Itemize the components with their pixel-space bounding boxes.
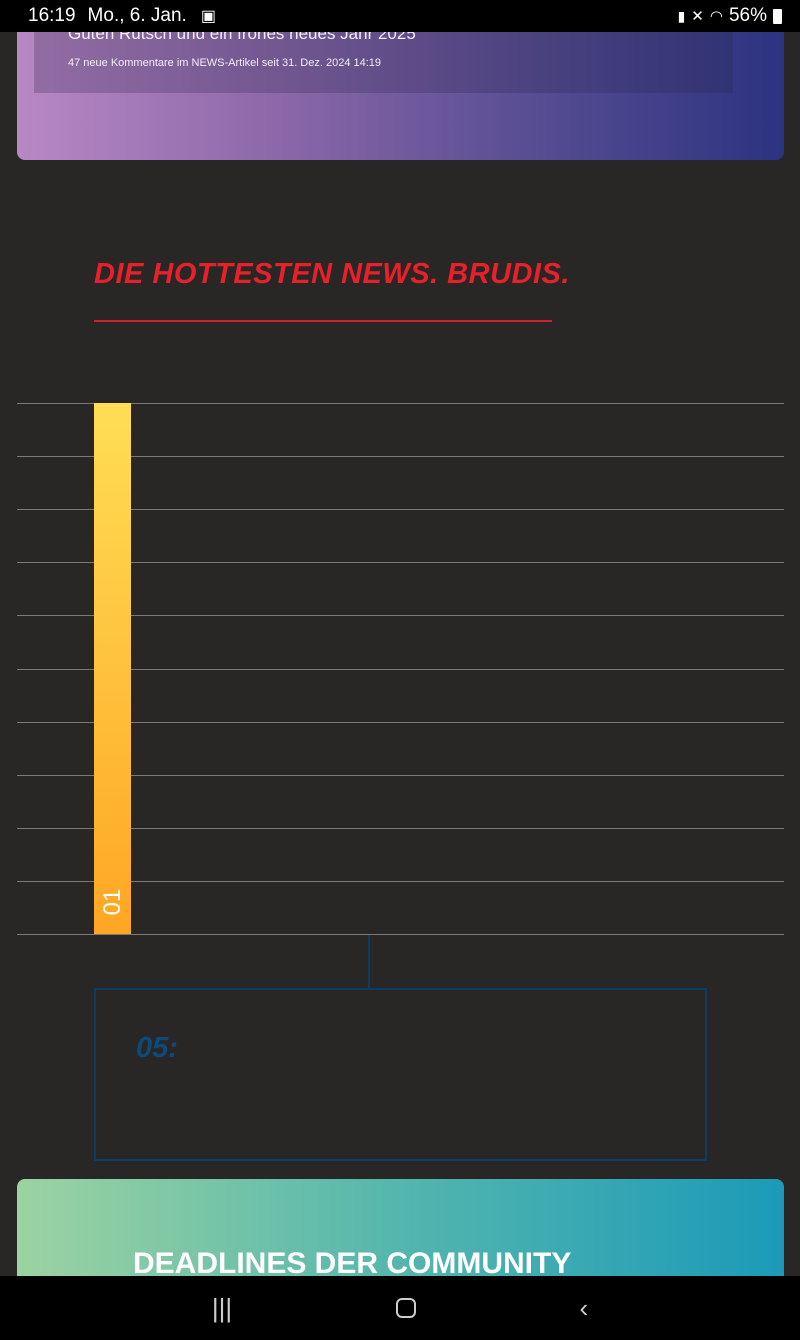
- rank-bar[interactable]: 01: [94, 403, 131, 934]
- grid-line: [17, 456, 784, 458]
- status-bar: 16:19 Mo., 6. Jan. ▣ ▮ ✕ ◠ 56%: [0, 0, 800, 32]
- connector-line: [368, 935, 370, 989]
- grid-line: [17, 774, 784, 776]
- wifi-icon: ◠: [709, 8, 723, 25]
- battery-saver-icon: ▮: [677, 7, 686, 24]
- grid-line: [17, 827, 784, 829]
- grid-line: [17, 880, 784, 882]
- recent-apps-button[interactable]: |||: [211, 1292, 233, 1323]
- battery-percent: 56%: [728, 5, 767, 26]
- news-card-meta: 47 neue Kommentare im NEWS-Artikel seit …: [68, 57, 382, 69]
- rank-number: 01: [98, 888, 126, 916]
- battery-icon: [773, 8, 782, 24]
- grid-line: [17, 668, 784, 670]
- rank-box-label: 05:: [136, 1032, 178, 1064]
- community-title: DEADLINES DER COMMUNITY: [133, 1247, 572, 1280]
- mute-icon: ✕: [691, 8, 704, 25]
- clock: 16:19: [28, 5, 76, 26]
- grid-line: [17, 721, 784, 723]
- back-button[interactable]: ‹: [579, 1292, 589, 1323]
- nav-bar: ||| ‹: [0, 1276, 800, 1340]
- date: Mo., 6. Jan.: [87, 5, 187, 26]
- section-heading: DIE HOTTESTEN NEWS. BRUDIS.: [94, 258, 570, 290]
- grid-line: [17, 615, 784, 617]
- grid-line: [17, 934, 784, 935]
- heading-underline: [94, 320, 552, 322]
- grid-line: [17, 562, 784, 564]
- rank-box[interactable]: 05:: [94, 988, 707, 1161]
- gallery-icon: ▣: [200, 8, 216, 25]
- home-button[interactable]: [395, 1298, 416, 1318]
- grid-line: [17, 403, 784, 404]
- grid-line: [17, 509, 784, 511]
